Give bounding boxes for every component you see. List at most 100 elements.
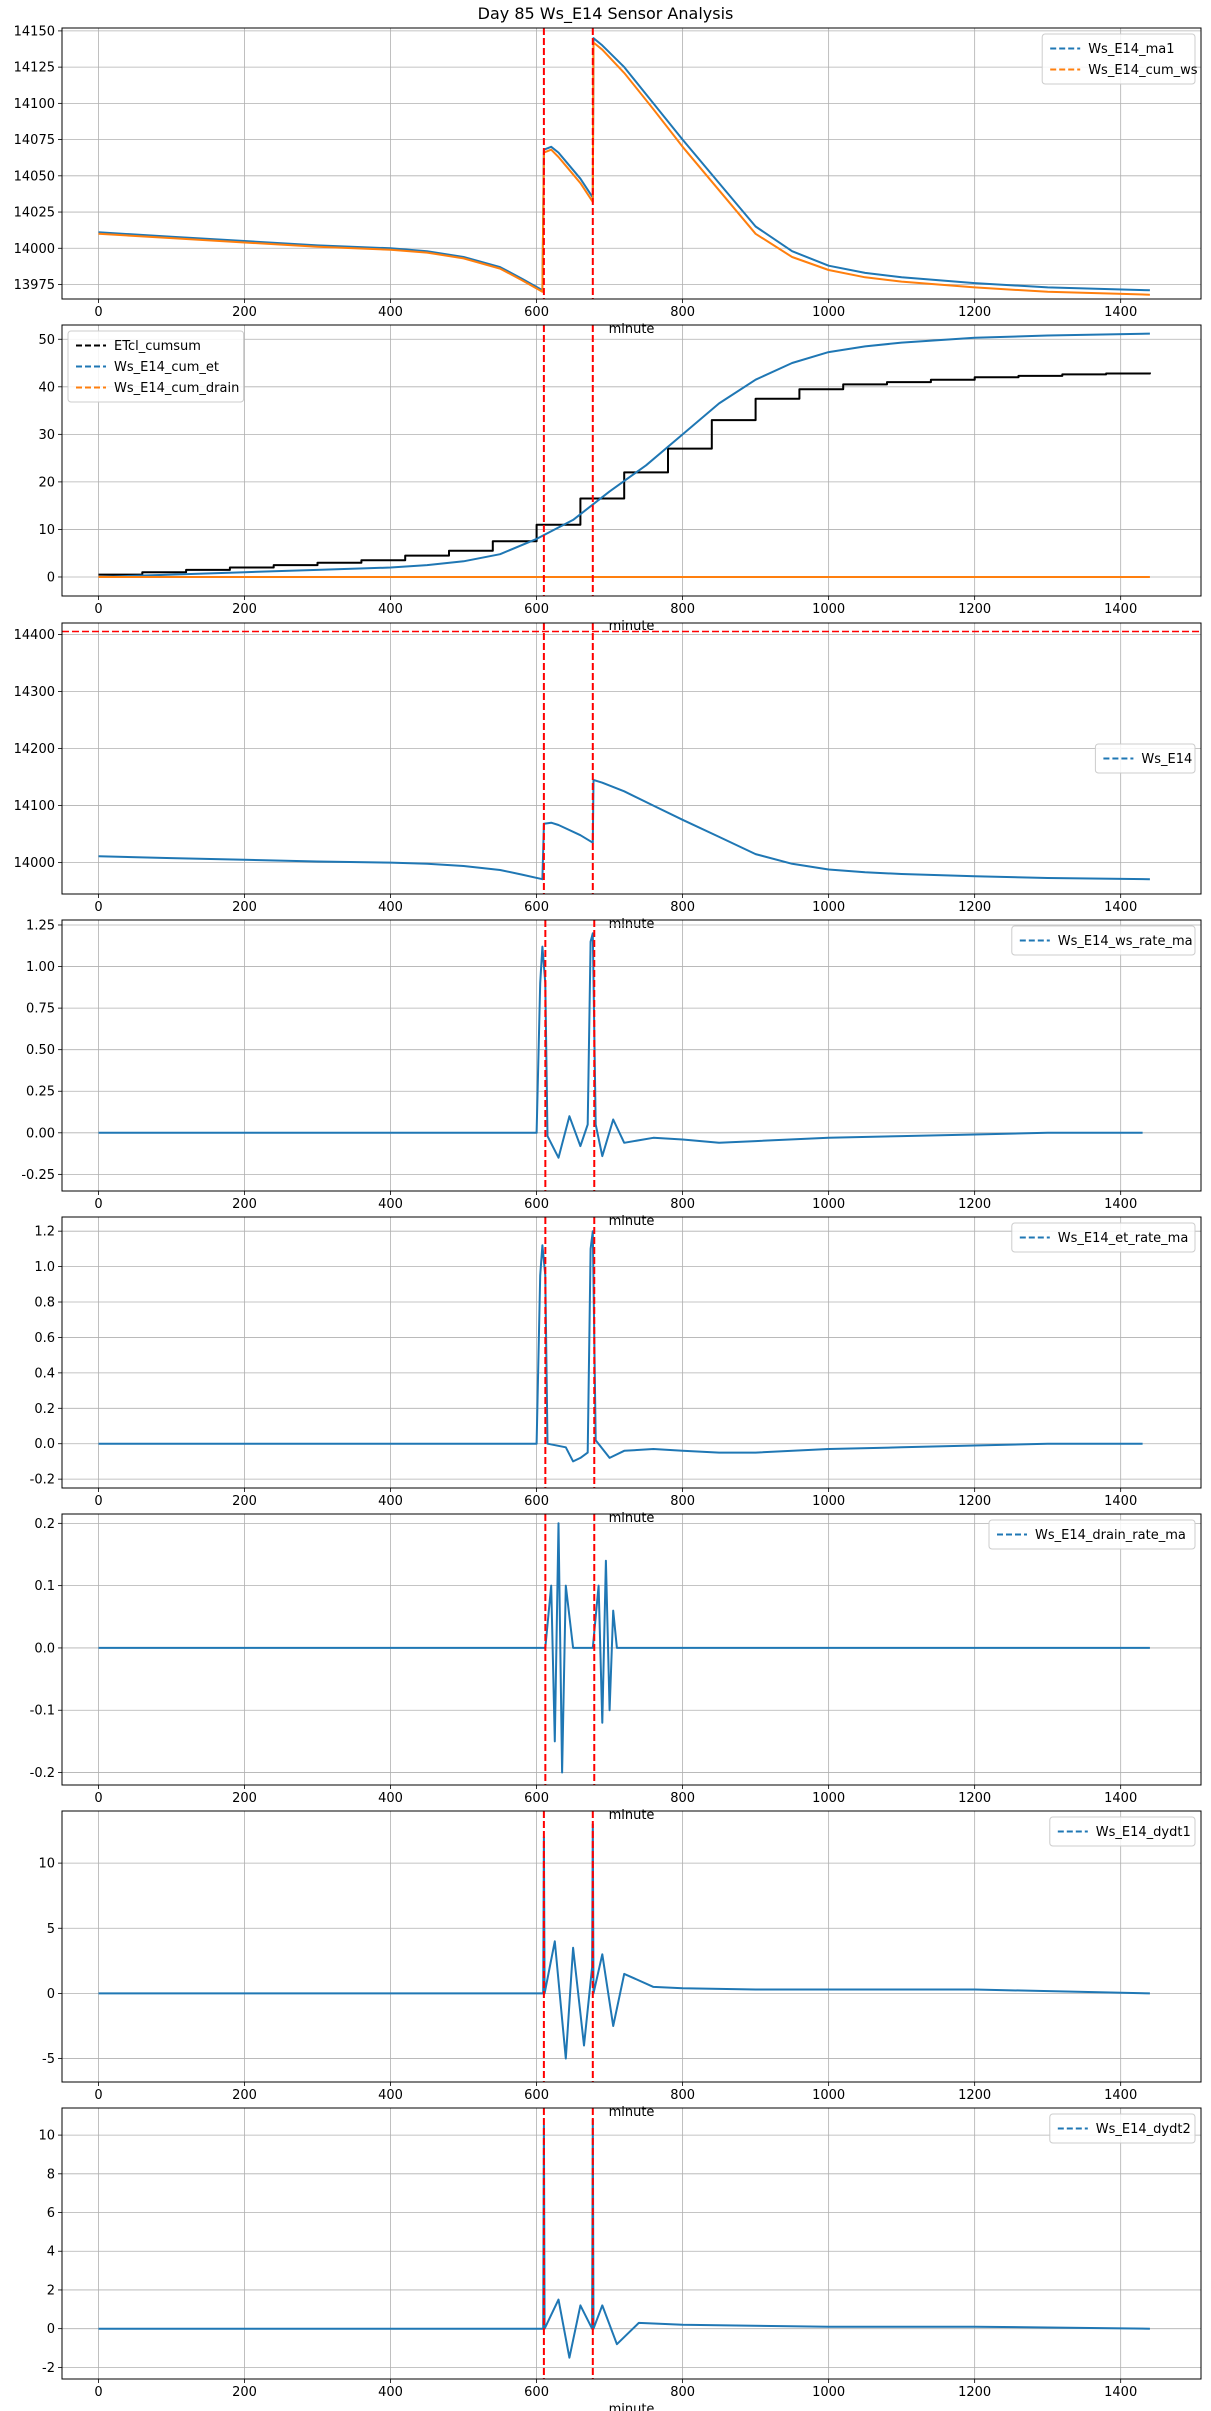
y-tick-label: 13975 <box>14 278 55 293</box>
series-line-Ws_E14_drain_rate_ma <box>98 1522 1150 1774</box>
x-tick-label: 200 <box>232 305 257 320</box>
legend-label: Ws_E14_ma1 <box>1088 42 1174 57</box>
legend-label: Ws_E14_cum_et <box>114 360 219 375</box>
x-tick-label: 1400 <box>1104 602 1137 617</box>
subplot-8: 0 200 400 600 800 1000 1200 1400 -2 0 2 4 6 8 10 minute… <box>38 2107 1202 2411</box>
y-tick-label: 1.25 <box>26 918 55 933</box>
x-tick-label: 1400 <box>1104 900 1137 915</box>
axes-frame <box>61 919 1202 1192</box>
x-tick-label: 600 <box>524 900 549 915</box>
y-tick-label: 0.4 <box>34 1366 55 1381</box>
legend: ETcl_cumsum Ws_E14_cum_et Ws_E14_cum_drain <box>67 330 245 403</box>
legend-box <box>67 330 245 403</box>
y-tick-label: 5 <box>47 1922 55 1937</box>
subplot-7: 0 200 400 600 800 1000 1200 1400 -5 0 5 10 minute Ws_… <box>38 1810 1202 2120</box>
x-tick-label: 400 <box>378 602 403 617</box>
figure-title: Day 85 Ws_E14 Sensor Analysis <box>477 4 734 23</box>
y-tick-label: 14150 <box>14 24 55 39</box>
series-line-Ws_E14_cum_et <box>98 332 1150 578</box>
x-tick-label: 1200 <box>958 305 991 320</box>
y-tick-label: 0.8 <box>34 1296 55 1311</box>
legend-label: Ws_E14_dydt1 <box>1096 1825 1191 1840</box>
plot-area <box>98 1811 1150 2082</box>
y-tick-label: 0.00 <box>26 1126 55 1141</box>
legend: Ws_E14 <box>1094 743 1196 774</box>
y-tick-label: -0.2 <box>30 1473 55 1488</box>
legend: Ws_E14_et_rate_ma <box>1011 1222 1196 1253</box>
subplot-1: 0 200 400 600 800 1000 1200 1400 13975 14000 14025… <box>14 24 1202 337</box>
x-axis-label: minute <box>609 917 655 932</box>
x-tick-label: 200 <box>232 900 257 915</box>
x-tick-label: 600 <box>524 2385 549 2400</box>
x-tick-label: 1200 <box>958 1791 991 1806</box>
y-tick-label: 0.2 <box>34 1402 55 1417</box>
subplot-4: 0 200 400 600 800 1000 1200 1400 -0.25 0.00 0.25 0.… <box>21 918 1202 1229</box>
series-line-Ws_E14_dydt1 <box>98 1823 1150 2060</box>
x-tick-label: 400 <box>378 2385 403 2400</box>
y-tick-label: 40 <box>38 380 55 395</box>
series-line-Ws_E14_ma1 <box>98 37 1150 292</box>
axes-frame <box>61 1810 1202 2083</box>
x-tick-label: 800 <box>670 305 695 320</box>
y-tick-label: 6 <box>47 2206 55 2221</box>
y-tick-label: 0.2 <box>34 1517 55 1532</box>
series-line-Ws_E14 <box>98 778 1150 881</box>
x-tick-label: 200 <box>232 2088 257 2103</box>
y-tick-label: 14075 <box>14 133 55 148</box>
x-axis-label: minute <box>609 322 655 337</box>
y-tick-label: 14300 <box>14 685 55 700</box>
y-tick-label: 1.00 <box>26 960 55 975</box>
subplot-5: 0 200 400 600 800 1000 1200 1400 -0.2 0.0 0.2 0.4 0.… <box>30 1216 1202 1526</box>
series-line-Ws_E14_ws_rate_ma <box>98 932 1143 1159</box>
legend: Ws_E14_ma1 Ws_E14_cum_ws <box>1041 33 1198 85</box>
x-tick-label: 200 <box>232 1494 257 1509</box>
x-tick-label: 600 <box>524 305 549 320</box>
x-tick-label: 1200 <box>958 602 991 617</box>
y-tick-label: -0.25 <box>21 1168 55 1183</box>
x-tick-label: 0 <box>94 2088 102 2103</box>
x-tick-label: 800 <box>670 1197 695 1212</box>
legend: Ws_E14_drain_rate_ma <box>988 1519 1196 1550</box>
y-tick-label: 0.75 <box>26 1002 55 1017</box>
x-tick-label: 200 <box>232 2385 257 2400</box>
legend-label: Ws_E14_cum_ws <box>1088 63 1198 78</box>
subplot-2: 0 200 400 600 800 1000 1200 1400 0 10 20 30 40 50 minu… <box>38 324 1202 634</box>
legend-label: Ws_E14_dydt2 <box>1096 2122 1191 2137</box>
legend-box <box>1011 925 1196 956</box>
series-line-Ws_E14_et_rate_ma <box>98 1230 1143 1463</box>
legend: Ws_E14_dydt1 <box>1049 1816 1196 1847</box>
x-tick-label: 400 <box>378 305 403 320</box>
y-tick-label: -0.1 <box>30 1704 55 1719</box>
x-tick-label: 0 <box>94 900 102 915</box>
y-tick-label: 0 <box>47 2322 55 2337</box>
legend-box <box>1049 1816 1196 1847</box>
axes-frame <box>61 2107 1202 2380</box>
x-axis-label: minute <box>609 1511 655 1526</box>
plot-area <box>98 28 1150 299</box>
x-tick-label: 1400 <box>1104 305 1137 320</box>
y-tick-label: 4 <box>47 2245 55 2260</box>
x-tick-label: 800 <box>670 2088 695 2103</box>
x-tick-label: 1200 <box>958 2385 991 2400</box>
y-tick-label: 50 <box>38 333 55 348</box>
x-tick-label: 400 <box>378 1791 403 1806</box>
legend-label: Ws_E14_ws_rate_ma <box>1058 934 1193 949</box>
subplot-3: 0 200 400 600 800 1000 1200 1400 14000 14100 14200… <box>14 622 1202 932</box>
axes-frame <box>61 324 1202 597</box>
x-tick-label: 1000 <box>812 2385 845 2400</box>
legend-label: Ws_E14_et_rate_ma <box>1058 1231 1189 1246</box>
y-tick-label: 8 <box>47 2167 55 2182</box>
y-tick-label: 0.0 <box>34 1641 55 1656</box>
axes-frame <box>61 27 1202 300</box>
x-tick-label: 0 <box>94 1791 102 1806</box>
legend-label: Ws_E14_drain_rate_ma <box>1035 1528 1186 1543</box>
legend: Ws_E14_dydt2 <box>1049 2113 1196 2144</box>
x-tick-label: 600 <box>524 602 549 617</box>
x-tick-label: 0 <box>94 1197 102 1212</box>
legend-box <box>988 1519 1196 1550</box>
y-tick-label: 1.0 <box>34 1260 55 1275</box>
y-tick-label: 0 <box>47 570 55 585</box>
x-tick-label: 1400 <box>1104 1494 1137 1509</box>
y-tick-label: 14025 <box>14 206 55 221</box>
